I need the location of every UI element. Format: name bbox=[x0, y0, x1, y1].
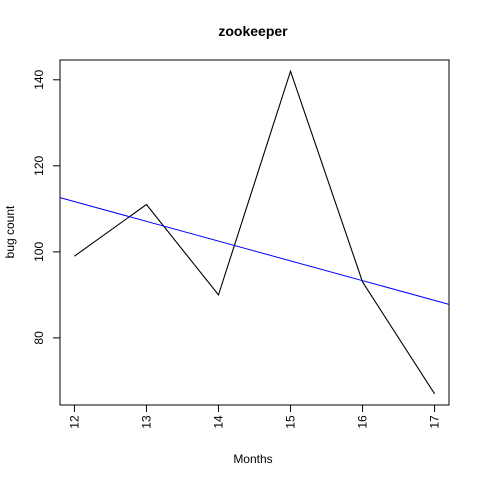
x-tick-label-14: 14 bbox=[211, 415, 225, 429]
chart-title: zookeeper bbox=[218, 23, 288, 39]
y-tick-label-100: 100 bbox=[32, 242, 46, 262]
plot-frame bbox=[59, 59, 450, 406]
y-tick-label-140: 140 bbox=[32, 69, 46, 89]
y-axis-label: bug count bbox=[3, 205, 17, 258]
y-tick-label-120: 120 bbox=[32, 155, 46, 175]
x-axis-label: Months bbox=[233, 452, 272, 466]
series-line bbox=[74, 69, 436, 395]
x-tick-label-17: 17 bbox=[428, 415, 442, 429]
x-axis: 12 13 14 15 16 17 bbox=[67, 405, 442, 429]
x-tick-label-13: 13 bbox=[139, 415, 153, 429]
y-tick-label-80: 80 bbox=[32, 331, 46, 345]
y-axis: 80 100 120 140 bbox=[32, 69, 60, 345]
x-tick-label-12: 12 bbox=[67, 415, 81, 429]
x-tick-label-16: 16 bbox=[356, 415, 370, 429]
chart-marks bbox=[59, 69, 450, 395]
trend-line bbox=[59, 197, 450, 305]
x-tick-label-15: 15 bbox=[284, 415, 298, 429]
